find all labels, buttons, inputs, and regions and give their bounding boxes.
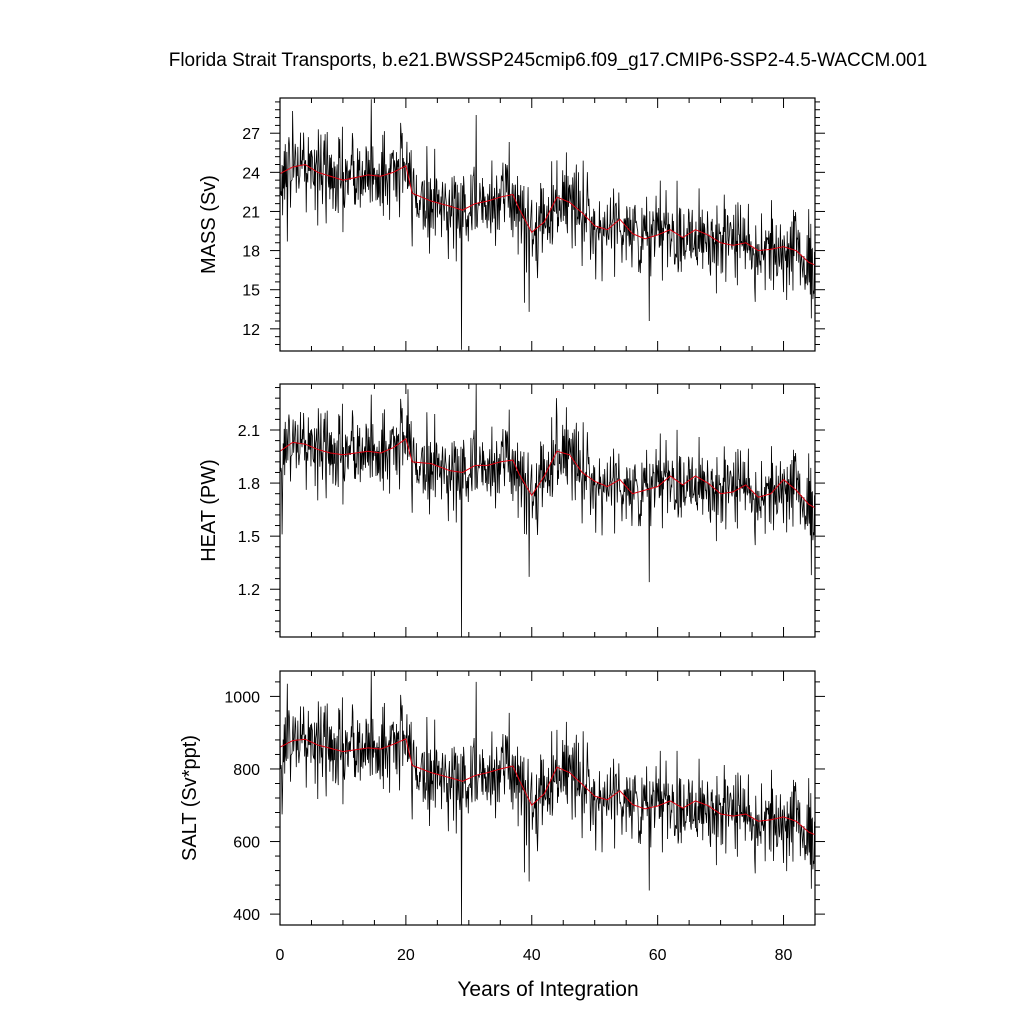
- y-tick-label: 24: [242, 165, 260, 182]
- y-tick-label: 400: [233, 907, 260, 924]
- y-tick-label: 1000: [224, 689, 260, 706]
- y-axis-label: HEAT (PW): [198, 459, 220, 562]
- y-tick-label: 12: [242, 322, 260, 339]
- x-tick-label: 80: [775, 947, 793, 964]
- y-tick-label: 2.1: [238, 423, 260, 440]
- raw-series-line: [279, 383, 816, 638]
- chart-panels: 12 15 18 21 24 27 MASS (Sv) 1.2 1.5 1.8 2.1 HEAT (P…: [179, 97, 825, 964]
- x-tick-label: 20: [397, 947, 415, 964]
- chart-title: Florida Strait Transports, b.e21.BWSSP24…: [169, 50, 928, 71]
- raw-series-line: [279, 99, 816, 350]
- y-tick-label: 1.2: [238, 582, 260, 599]
- panel-salt: 400 600 800 1000 SALT (Sv*ppt) 0 20 40 60 80: [179, 670, 825, 964]
- y-tick-label: 18: [242, 244, 260, 261]
- x-tick-label: 40: [523, 947, 541, 964]
- y-tick-label: 27: [242, 126, 260, 143]
- x-axis-label: Years of Integration: [457, 978, 638, 1001]
- panel-heat: 1.2 1.5 1.8 2.1 HEAT (PW): [198, 383, 825, 638]
- y-tick-label: 15: [242, 283, 260, 300]
- smoothed-series-line: [279, 438, 816, 509]
- plot-frame: [279, 383, 816, 638]
- smoothed-series-line: [279, 738, 816, 836]
- y-axis-label: MASS (Sv): [198, 175, 220, 274]
- y-tick-label: 21: [242, 204, 260, 221]
- y-tick-label: 800: [233, 762, 260, 779]
- y-tick-label: 1.5: [238, 529, 260, 546]
- panel-mass: 12 15 18 21 24 27 MASS (Sv): [198, 97, 825, 352]
- x-tick-label: 0: [276, 947, 285, 964]
- raw-series-line: [279, 670, 816, 926]
- smoothed-series-line: [279, 163, 816, 266]
- plot-frame: [279, 97, 816, 352]
- y-axis-label: SALT (Sv*ppt): [179, 735, 201, 861]
- y-tick-label: 600: [233, 835, 260, 852]
- y-tick-label: 1.8: [238, 476, 260, 493]
- x-tick-label: 60: [649, 947, 667, 964]
